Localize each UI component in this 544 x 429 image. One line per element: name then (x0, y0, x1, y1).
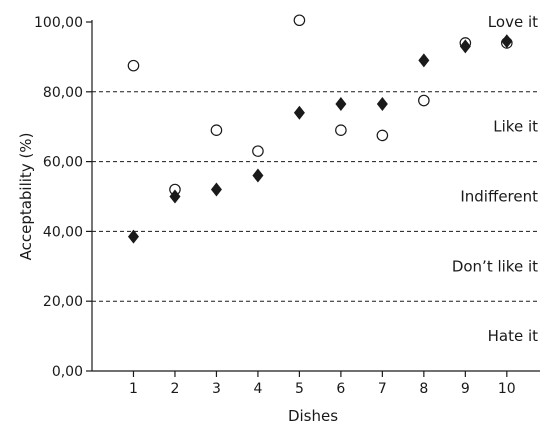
open-circle-point (418, 94, 430, 107)
x-tick-label: 6 (336, 381, 345, 397)
x-tick-label: 2 (171, 381, 180, 397)
open-circle-point (376, 129, 389, 142)
zone-label: Hate it (488, 327, 539, 345)
data-points (127, 14, 513, 244)
x-tick-label: 9 (461, 381, 470, 397)
x-tick-label: 4 (253, 381, 262, 397)
y-tick-label: 60,00 (43, 155, 83, 171)
diamond-point (418, 53, 430, 68)
x-tick-label: 8 (419, 381, 428, 397)
diamond-point (376, 97, 388, 112)
y-ticks: 0,00 20,00 40,00 60,00 80,00 100,00 (34, 15, 92, 380)
x-tick-label: 3 (212, 381, 221, 397)
open-circle-point (293, 14, 306, 27)
zone-label: Love it (488, 13, 538, 31)
zone-label: Don’t like it (452, 257, 538, 275)
y-tick-label: 100,00 (34, 15, 83, 31)
x-tick-label: 5 (295, 381, 304, 397)
diamond-point (169, 189, 181, 204)
open-circle-point (252, 145, 264, 157)
diamond-point (127, 229, 139, 244)
zone-label: Indifferent (460, 188, 538, 206)
y-tick-label: 0,00 (52, 364, 83, 380)
x-axis-title: Dishes (288, 407, 338, 425)
diamond-point (210, 182, 222, 197)
diamond-point (252, 168, 264, 183)
zone-label: Like it (493, 118, 538, 136)
diamond-point (501, 34, 513, 49)
x-tick-label: 10 (498, 381, 516, 397)
open-circle-point (127, 59, 140, 72)
reference-lines (92, 91, 540, 302)
diamond-point (293, 105, 305, 120)
x-ticks: 1 2 3 4 5 6 7 8 9 10 (129, 371, 516, 397)
y-tick-label: 80,00 (43, 85, 83, 101)
diamond-point (459, 39, 471, 54)
x-tick-label: 1 (129, 381, 138, 397)
zone-labels: Love it Like it Indifferent Don’t like it Ha… (452, 13, 538, 345)
y-tick-label: 20,00 (43, 294, 83, 310)
y-axis-title: Acceptability (%) (17, 133, 35, 261)
diamond-point (335, 97, 347, 112)
x-tick-label: 7 (378, 381, 387, 397)
y-tick-label: 40,00 (43, 224, 83, 240)
open-circle-point (210, 124, 223, 136)
open-circle-point (335, 124, 347, 136)
